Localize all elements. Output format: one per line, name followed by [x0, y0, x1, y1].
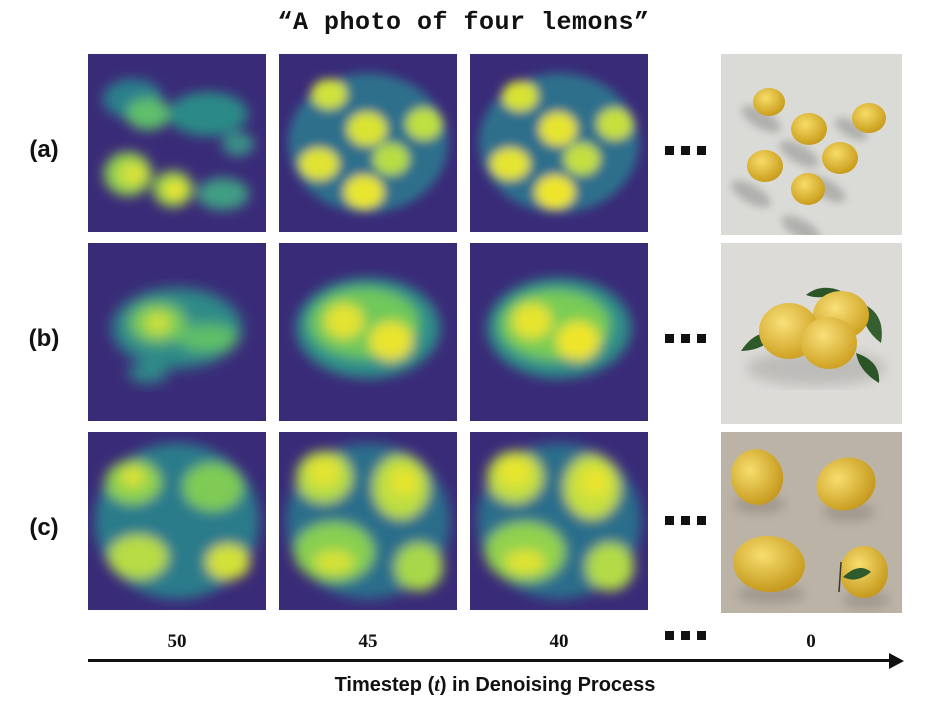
ellipsis-row-a	[663, 146, 709, 158]
time-axis-arrowhead	[889, 653, 904, 669]
heatmap-c-t40	[470, 432, 648, 610]
row-label-a: (a)	[29, 136, 59, 163]
ellipsis-row-c	[663, 516, 709, 528]
heatmap-a-t40	[470, 54, 648, 232]
timestep-tick-0: 0	[806, 631, 816, 652]
heatmap-a-t45	[279, 54, 457, 232]
timestep-tick-40: 40	[549, 631, 569, 652]
row-label-c: (c)	[29, 514, 59, 541]
heatmap-c-t45	[279, 432, 457, 610]
heatmap-a-t50	[88, 54, 266, 232]
timestep-tick-45: 45	[358, 631, 378, 652]
ellipsis-row-b	[663, 334, 709, 346]
photo-b-lemons	[721, 243, 902, 424]
photo-c-lemons	[721, 432, 902, 613]
heatmap-b-t40	[470, 243, 648, 421]
photo-a-lemons	[721, 54, 902, 235]
row-label-b: (b)	[28, 325, 60, 352]
heatmap-c-t50	[88, 432, 266, 610]
heatmap-b-t50	[88, 243, 266, 421]
time-axis-line	[88, 659, 891, 662]
ellipsis-timestep	[663, 631, 709, 643]
figure-title: “A photo of four lemons”	[277, 8, 650, 37]
timestep-tick-50: 50	[167, 631, 187, 652]
time-axis-label: Timestep (t) in Denoising Process	[334, 674, 656, 696]
heatmap-b-t45	[279, 243, 457, 421]
